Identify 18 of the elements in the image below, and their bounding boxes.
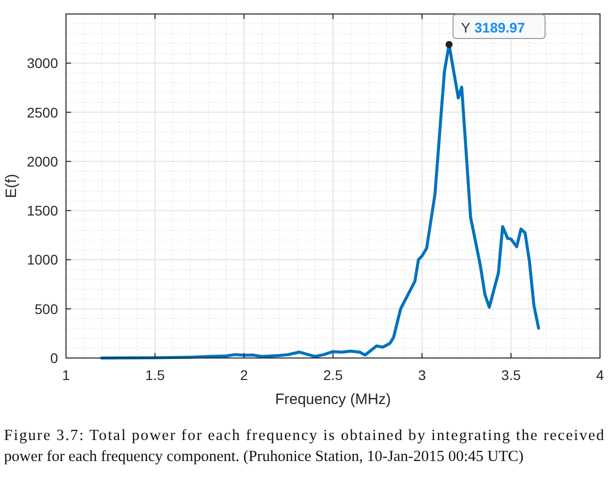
y-tick-label: 2000 <box>26 153 58 170</box>
x-tick-label: 1.5 <box>145 367 165 383</box>
y-tick-label: 0 <box>50 350 58 366</box>
caption: Figure 3.7: Total power for each frequency is obtained by integrating the received power for each frequency component. (Pruhonice Station, 10-Jan-2015 00:45 UTC) <box>4 427 604 465</box>
x-tick-label: 2 <box>240 367 248 383</box>
x-axis-title: Frequency (MHz) <box>275 391 391 408</box>
annotation: Y 3189.97 <box>461 19 526 36</box>
y-tick-label: 3000 <box>26 55 58 72</box>
y-tick-label: 500 <box>34 300 58 317</box>
y-axis-title: E(f) <box>3 174 20 198</box>
x-tick-label: 3 <box>418 367 426 383</box>
x-tick-label: 1 <box>62 367 70 383</box>
y-tick-label: 2500 <box>26 104 58 120</box>
x-tick-label: 3.5 <box>501 367 521 383</box>
y-tick-label: 1000 <box>26 252 58 268</box>
x-tick-label: 2.5 <box>323 367 343 383</box>
x-tick-label: 4 <box>596 367 604 383</box>
y-tick-label: 1500 <box>26 202 58 219</box>
